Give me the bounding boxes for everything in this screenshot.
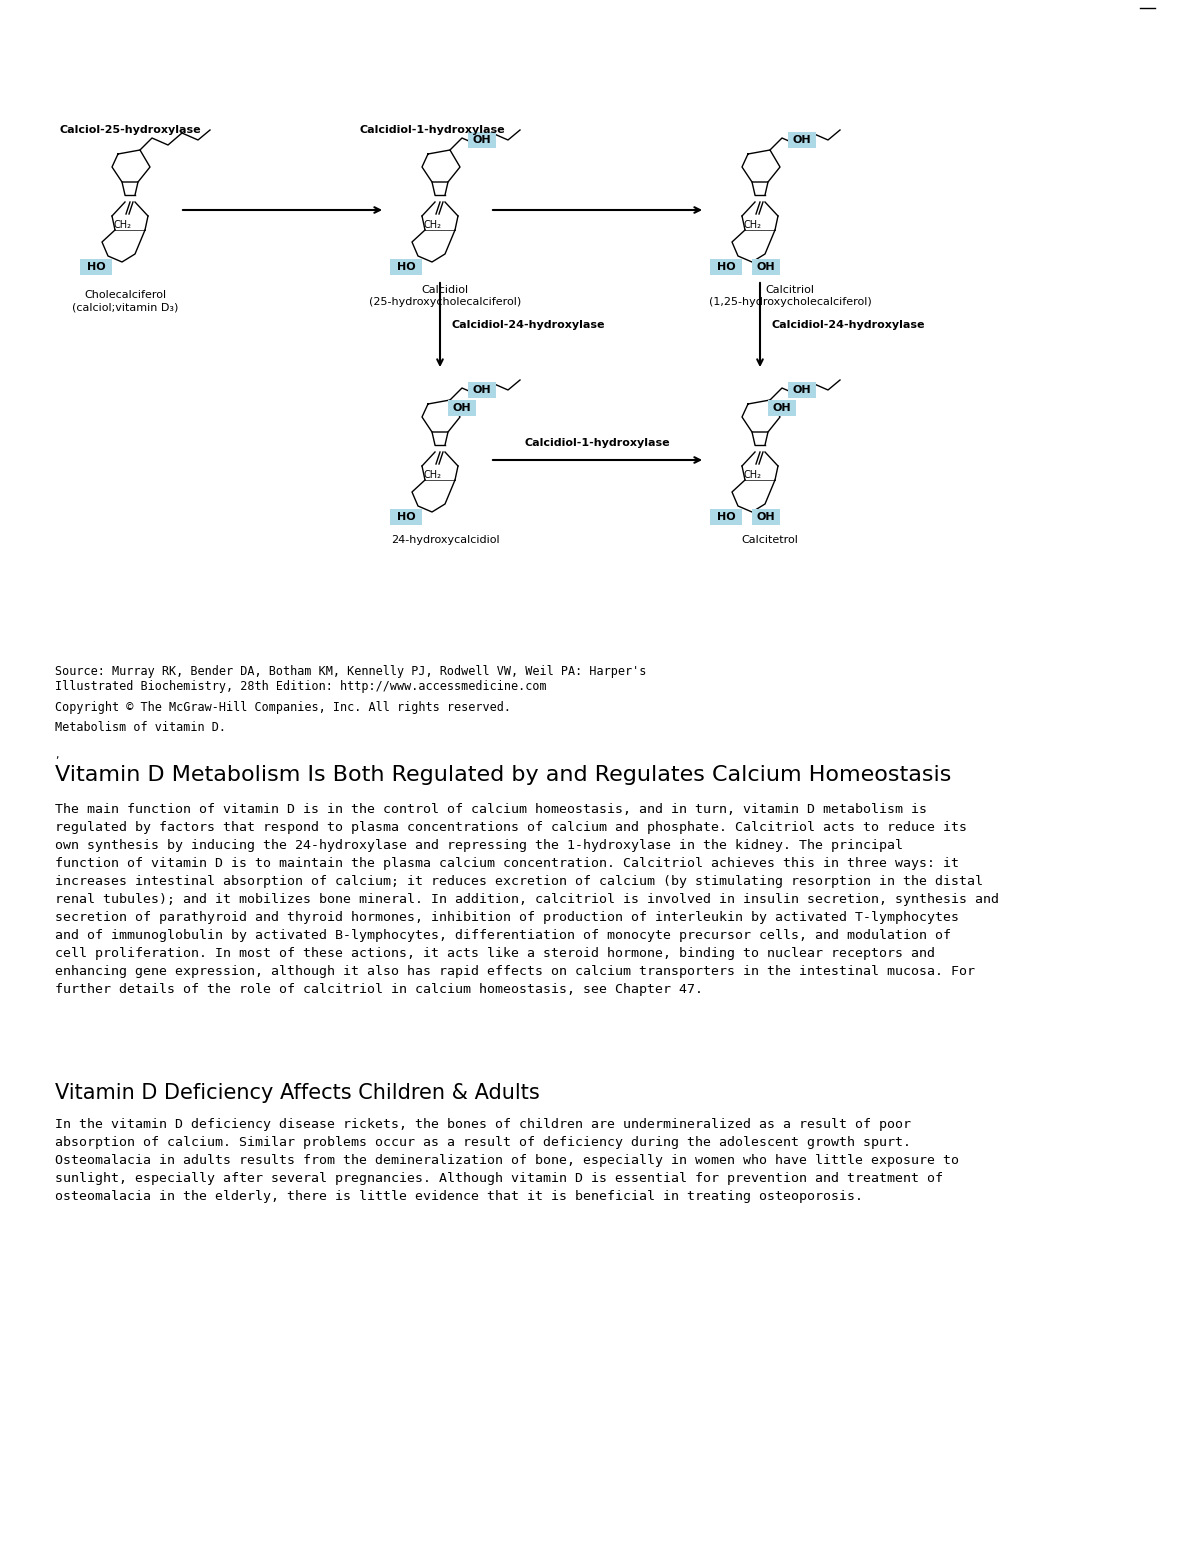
Bar [390, 259, 422, 275]
Text: ,: , [55, 750, 59, 759]
Bar [788, 132, 816, 148]
Bar [768, 401, 796, 416]
Text: HO: HO [716, 262, 736, 272]
Text: (calciol;vitamin D₃): (calciol;vitamin D₃) [72, 301, 178, 312]
Text: OH: OH [773, 402, 791, 413]
Text: Vitamin D Metabolism Is Both Regulated by and Regulates Calcium Homeostasis: Vitamin D Metabolism Is Both Regulated b… [55, 766, 952, 784]
Text: Copyright © The McGraw-Hill Companies, Inc. All rights reserved.: Copyright © The McGraw-Hill Companies, I… [55, 700, 511, 714]
Text: Calcidiol-1-hydroxylase: Calcidiol-1-hydroxylase [524, 438, 670, 447]
Text: CH₂: CH₂ [743, 471, 761, 480]
Text: OH: OH [757, 262, 775, 272]
Text: Calcitriol: Calcitriol [766, 286, 815, 295]
Bar [752, 509, 780, 525]
Text: Calcitetrol: Calcitetrol [742, 534, 798, 545]
Text: CH₂: CH₂ [743, 221, 761, 230]
Text: HO: HO [86, 262, 106, 272]
Text: CH₂: CH₂ [424, 471, 442, 480]
Bar [390, 509, 422, 525]
Bar [468, 382, 496, 398]
Text: HO: HO [716, 512, 736, 522]
Text: HO: HO [397, 512, 415, 522]
Text: In the vitamin D deficiency disease rickets, the bones of children are undermine: In the vitamin D deficiency disease rick… [55, 1118, 959, 1204]
Text: Calcidiol-1-hydroxylase: Calcidiol-1-hydroxylase [359, 124, 505, 135]
Text: Calciol-25-hydroxylase: Calciol-25-hydroxylase [59, 124, 200, 135]
Text: OH: OH [757, 512, 775, 522]
Text: Metabolism of vitamin D.: Metabolism of vitamin D. [55, 721, 226, 735]
Text: OH: OH [793, 385, 811, 394]
Text: HO: HO [397, 262, 415, 272]
Bar [448, 401, 476, 416]
Bar [468, 132, 496, 148]
Bar [710, 509, 742, 525]
Text: Cholecalciferol: Cholecalciferol [84, 290, 166, 300]
Bar [710, 259, 742, 275]
Text: (1,25-hydroxycholecalciferol): (1,25-hydroxycholecalciferol) [709, 297, 871, 307]
Text: (25-hydroxycholecalciferol): (25-hydroxycholecalciferol) [368, 297, 521, 307]
Bar [752, 259, 780, 275]
Text: OH: OH [452, 402, 472, 413]
Text: Calcidiol-24-hydroxylase: Calcidiol-24-hydroxylase [772, 320, 925, 329]
Text: Vitamin D Deficiency Affects Children & Adults: Vitamin D Deficiency Affects Children & … [55, 1082, 540, 1103]
Text: Calcidiol-24-hydroxylase: Calcidiol-24-hydroxylase [452, 320, 606, 329]
Text: OH: OH [473, 385, 491, 394]
Text: CH₂: CH₂ [424, 221, 442, 230]
Text: 24-hydroxycalcidiol: 24-hydroxycalcidiol [391, 534, 499, 545]
Text: OH: OH [793, 135, 811, 144]
Text: CH₂: CH₂ [113, 221, 131, 230]
Text: OH: OH [473, 135, 491, 144]
Text: Calcidiol: Calcidiol [421, 286, 468, 295]
Bar [80, 259, 112, 275]
Bar [788, 382, 816, 398]
Text: The main function of vitamin D is in the control of calcium homeostasis, and in : The main function of vitamin D is in the… [55, 803, 998, 995]
Text: Source: Murray RK, Bender DA, Botham KM, Kennelly PJ, Rodwell VW, Weil PA: Harpe: Source: Murray RK, Bender DA, Botham KM,… [55, 665, 647, 693]
